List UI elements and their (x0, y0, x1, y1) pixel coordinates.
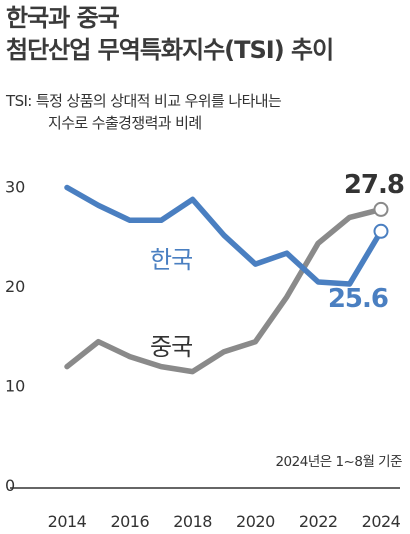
series-line-china (64, 206, 384, 375)
title-line-2: 첨단산업 무역특화지수(TSI) 추이 (6, 36, 334, 64)
title-line-1: 한국과 중국 (6, 4, 120, 32)
end-value-korea: 25.6 (328, 284, 388, 314)
x-tick-label: 2018 (173, 512, 212, 531)
y-tick-label: 30 (5, 178, 25, 197)
y-tick-label: 0 (5, 476, 15, 495)
x-tick-label: 2022 (299, 512, 338, 531)
end-value-china: 27.8 (344, 170, 404, 200)
x-tick-label: 2016 (110, 512, 149, 531)
x-tick-label: 2014 (48, 512, 87, 531)
series-label-china: 중국 (150, 333, 192, 361)
note-line-2: 지수로 수출경쟁력과 비례 (48, 114, 202, 132)
series-label-korea: 한국 (150, 246, 192, 274)
x-tick-label: 2024 (362, 512, 401, 531)
footnote: 2024년은 1~8월 기준 (275, 454, 402, 470)
chart-title: 한국과 중국 첨단산업 무역특화지수(TSI) 추이 (6, 2, 334, 66)
note-line-1: TSI: 특정 상품의 상대적 비교 우위를 나타내는 (6, 92, 282, 110)
end-marker-china (373, 201, 389, 217)
end-marker-korea (373, 223, 389, 239)
y-tick-label: 20 (5, 277, 25, 296)
x-tick-label: 2020 (236, 512, 275, 531)
y-tick-label: 10 (5, 377, 25, 396)
tsi-note: TSI: 특정 상품의 상대적 비교 우위를 나타내는 지수로 수출경쟁력과 비… (6, 90, 282, 134)
series-line-korea (64, 184, 384, 287)
